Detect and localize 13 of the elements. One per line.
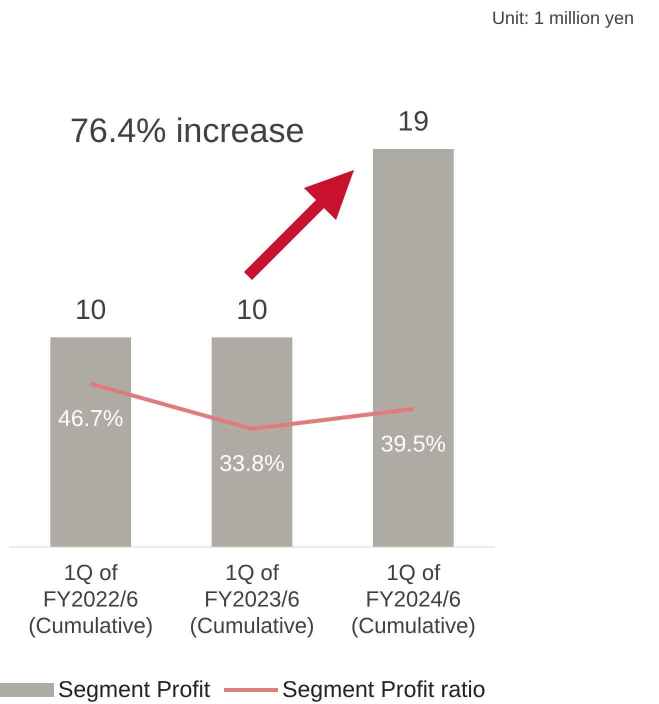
data-label: 10 — [236, 294, 268, 326]
data-label: 46.7% — [58, 405, 124, 432]
x-tick-label: 1Q of FY2022/6 (Cumulative) — [28, 560, 154, 638]
x-tick-label: 1Q of FY2023/6 (Cumulative) — [190, 560, 314, 638]
legend-label: Segment Profit ratio — [282, 676, 486, 703]
text: Unit: 1 million yen — [492, 8, 634, 29]
x-tick-label: 1Q of FY2024/6 (Cumulative) — [350, 560, 476, 638]
data-label: 19 — [398, 106, 429, 137]
data-label: 33.8% — [219, 450, 285, 476]
data-label: 39.5% — [380, 430, 446, 456]
annotation: 76.4% increase — [70, 112, 304, 151]
data-label: 10 — [75, 294, 106, 326]
legend-label: Segment Profit — [58, 676, 210, 703]
